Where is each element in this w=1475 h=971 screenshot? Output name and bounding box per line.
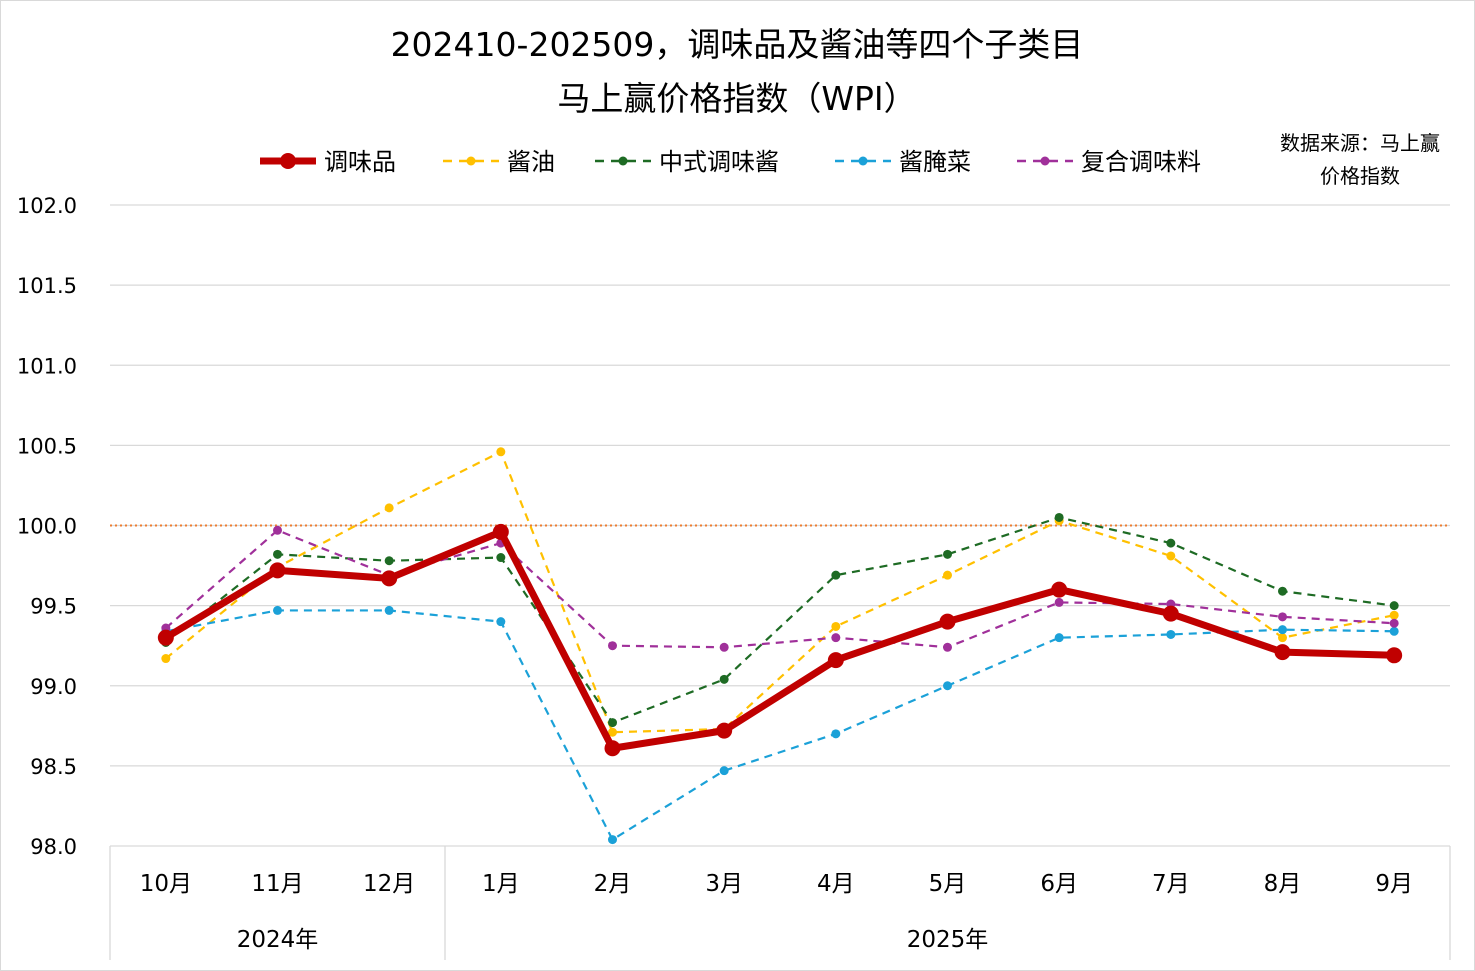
legend-label: 复合调味料 <box>1081 148 1201 176</box>
x-tick-label: 7月 <box>1152 871 1190 897</box>
data-point <box>496 553 506 563</box>
y-tick-label: 98.5 <box>30 755 77 779</box>
y-tick-label: 102.0 <box>17 194 77 218</box>
data-point <box>719 674 729 684</box>
x-tick-label: 5月 <box>929 871 967 897</box>
legend-label: 调味品 <box>324 148 396 176</box>
data-point <box>157 629 174 646</box>
data-point <box>161 654 171 664</box>
data-point <box>719 766 729 776</box>
x-tick-label: 11月 <box>251 871 303 897</box>
year-label: 2025年 <box>907 927 989 953</box>
data-point <box>1389 601 1399 611</box>
data-point <box>1054 597 1064 607</box>
y-tick-label: 101.5 <box>17 274 77 298</box>
data-point <box>1166 538 1176 548</box>
data-point <box>384 556 394 566</box>
legend-label: 酱油 <box>507 148 555 176</box>
x-tick-label: 9月 <box>1375 871 1413 897</box>
data-point <box>831 570 841 580</box>
y-tick-label: 99.0 <box>30 675 77 699</box>
x-tick-label: 1月 <box>482 871 520 897</box>
y-tick-label: 100.5 <box>17 434 77 458</box>
data-point <box>608 727 617 737</box>
data-point <box>943 642 952 652</box>
data-point <box>608 835 617 845</box>
data-point <box>604 740 621 757</box>
source-note-line2: 价格指数 <box>1320 164 1400 188</box>
data-point <box>831 633 841 643</box>
data-point <box>939 613 956 630</box>
data-point <box>1166 551 1176 561</box>
data-point <box>1386 647 1403 664</box>
legend-label: 中式调味酱 <box>659 148 779 176</box>
data-point <box>381 570 398 587</box>
data-point <box>273 525 282 535</box>
data-point <box>1274 644 1291 661</box>
data-point <box>1389 626 1399 636</box>
data-point <box>1389 618 1399 628</box>
data-point <box>608 641 617 651</box>
x-tick-label: 6月 <box>1040 871 1078 897</box>
data-point <box>827 652 844 669</box>
data-point <box>831 621 841 631</box>
data-point <box>1166 629 1176 639</box>
x-tick-label: 3月 <box>705 871 743 897</box>
data-point <box>1278 586 1287 596</box>
data-point <box>1389 610 1399 620</box>
x-tick-label: 12月 <box>363 871 415 897</box>
series-line-1 <box>165 450 1395 734</box>
data-point <box>496 617 506 627</box>
data-point <box>943 549 952 559</box>
series-line-2 <box>165 516 1395 724</box>
chart-title-line2: 马上赢价格指数（WPI） <box>557 79 916 118</box>
x-tick-label: 2月 <box>594 871 632 897</box>
legend-label: 酱腌菜 <box>899 148 971 176</box>
data-point <box>1054 512 1064 522</box>
data-point <box>719 642 729 652</box>
data-point <box>496 447 506 457</box>
legend-swatch-marker <box>280 153 296 169</box>
data-point <box>608 718 617 728</box>
data-point <box>273 605 282 615</box>
year-label: 2024年 <box>237 927 319 953</box>
data-point <box>1162 605 1179 622</box>
y-tick-label: 99.5 <box>30 595 77 619</box>
chart-title-line1: 202410-202509，调味品及酱油等四个子类目 <box>391 25 1084 64</box>
series-line-0 <box>164 528 1395 752</box>
data-point <box>1278 612 1287 622</box>
data-point <box>1278 625 1287 635</box>
data-point <box>384 605 394 615</box>
x-tick-label: 8月 <box>1264 871 1302 897</box>
data-point <box>384 503 394 513</box>
y-tick-label: 98.0 <box>30 835 77 859</box>
series-line-3 <box>165 609 1395 841</box>
source-note-line1: 数据来源：马上赢 <box>1280 131 1440 155</box>
legend-swatch-marker <box>466 156 476 166</box>
data-point <box>943 570 952 580</box>
data-point <box>1051 581 1068 598</box>
x-tick-label: 4月 <box>817 871 855 897</box>
legend-swatch-marker <box>858 156 868 166</box>
legend-swatch-marker <box>1040 156 1050 166</box>
y-tick-label: 100.0 <box>17 515 77 539</box>
data-point <box>943 681 952 691</box>
data-point <box>1278 633 1287 643</box>
x-tick-label: 10月 <box>140 871 192 897</box>
data-point <box>273 549 282 559</box>
data-point <box>831 729 841 739</box>
data-point <box>269 562 286 579</box>
y-tick-label: 101.0 <box>17 354 77 378</box>
data-point <box>492 523 509 540</box>
legend-swatch-marker <box>618 156 628 166</box>
series-line-4 <box>165 529 1395 649</box>
data-point <box>1054 633 1064 643</box>
data-point <box>716 722 733 739</box>
